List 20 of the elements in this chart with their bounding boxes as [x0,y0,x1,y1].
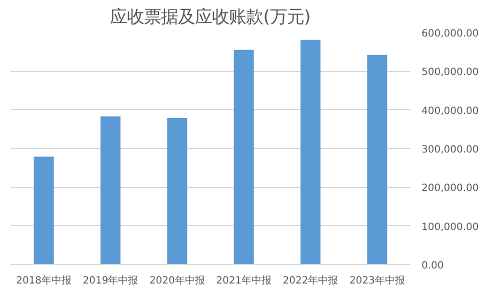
bar [34,156,54,264]
y-tick-label: 0.00 [422,260,444,272]
y-tick-label: 400,000.00 [422,106,479,117]
bar [367,54,388,264]
y-tick-label: 100,000.00 [422,222,479,233]
y-tick-label: 500,000.00 [422,67,479,78]
chart-title: 应收票据及应收账款(万元) [110,8,311,28]
y-tick-label: 200,000.00 [422,183,479,194]
bar [234,50,254,264]
bar [300,40,320,264]
x-tick-label: 2021年中报 [216,274,272,286]
x-tick-label: 2018年中报 [16,274,72,286]
x-tick-label: 2019年中报 [82,274,138,286]
y-tick-label: 300,000.00 [422,144,479,156]
y-tick-label: 600,000.00 [422,28,479,40]
bar [100,116,120,264]
bar [167,118,188,264]
x-tick-label: 2022年中报 [282,274,338,286]
x-tick-label: 2023年中报 [349,274,405,286]
x-tick-label: 2020年中报 [149,274,205,286]
